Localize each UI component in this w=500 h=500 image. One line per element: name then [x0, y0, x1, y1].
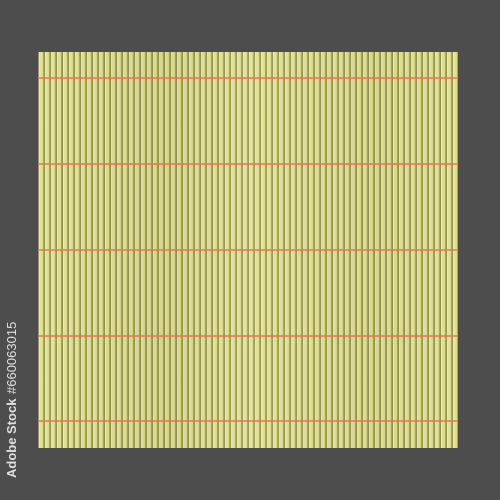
- watermark-brand: Adobe Stock: [4, 398, 19, 478]
- bamboo-mat: [38, 52, 458, 448]
- mat-strings: [38, 77, 458, 422]
- watermark: Adobe Stock #660063015: [4, 322, 19, 478]
- watermark-id: #660063015: [4, 322, 19, 394]
